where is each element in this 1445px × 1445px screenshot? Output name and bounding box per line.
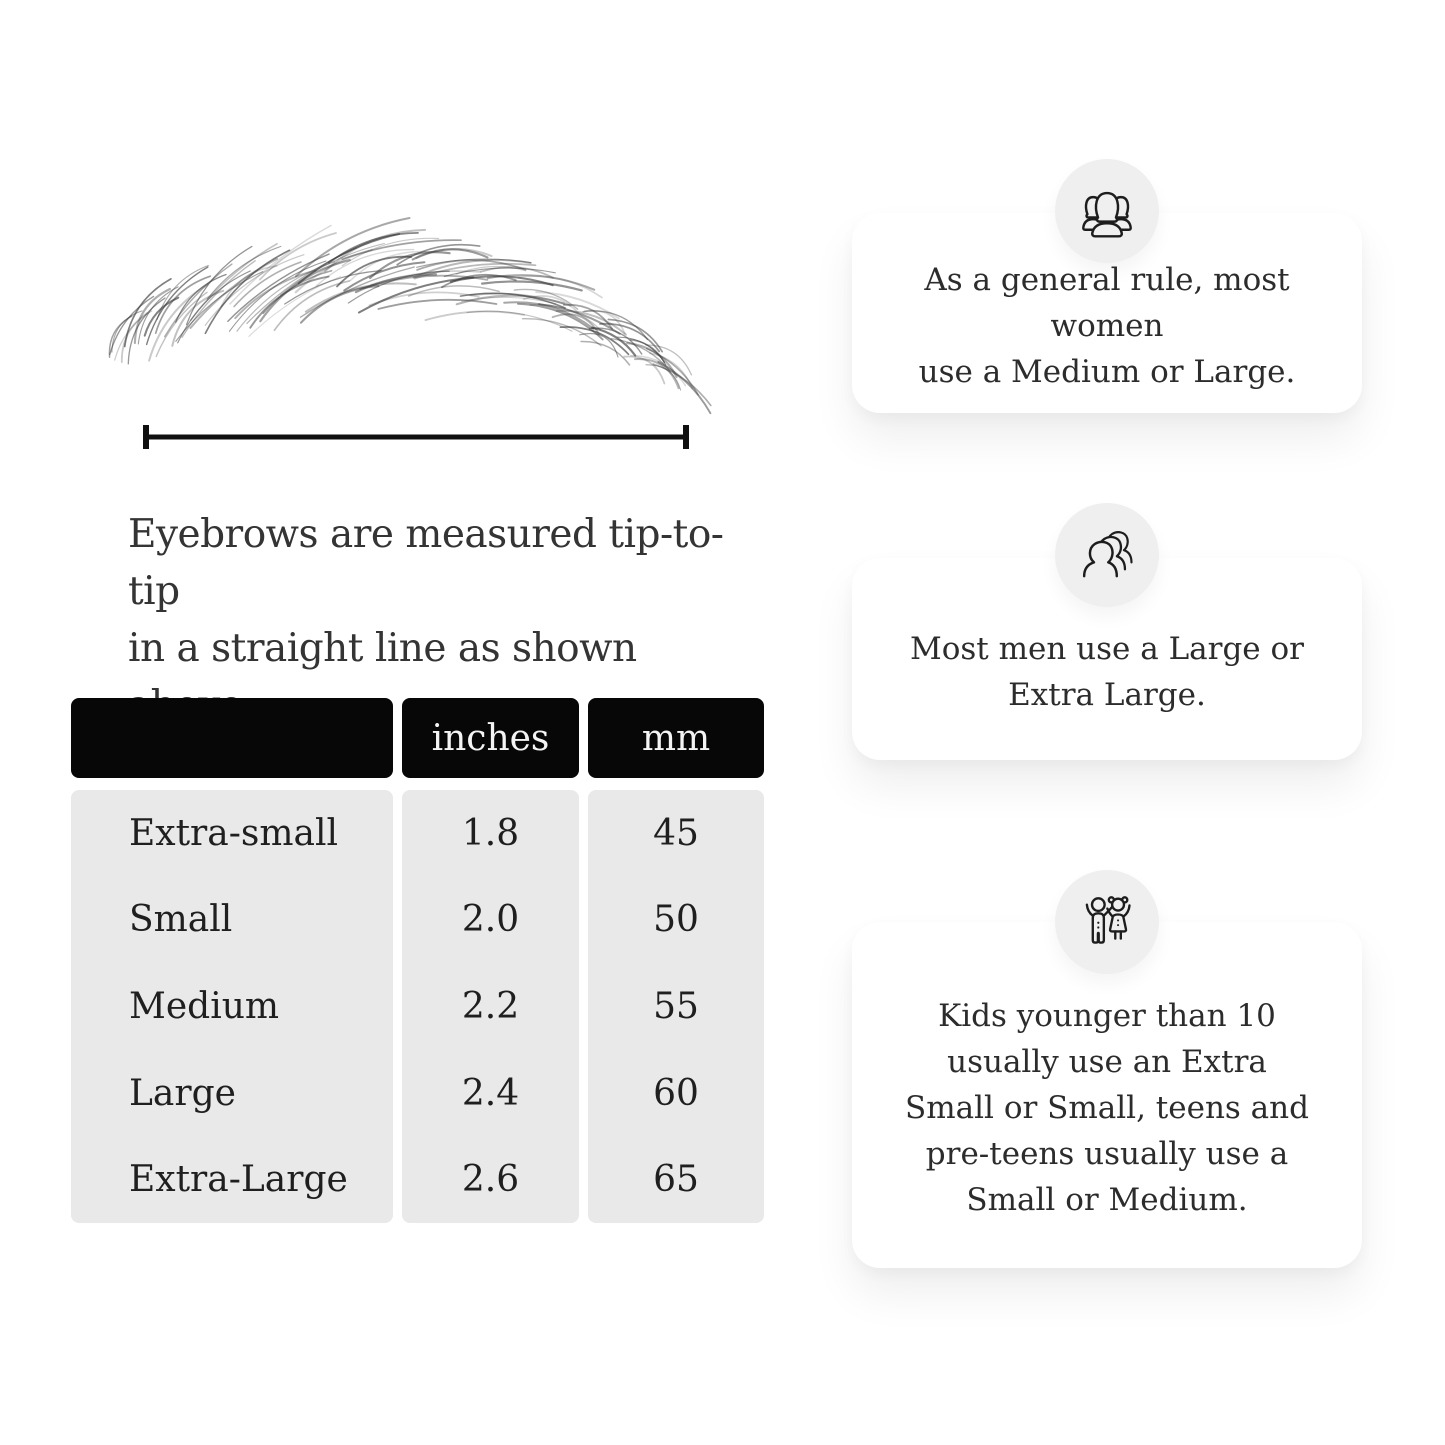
table-cell-mm: 60 (653, 1072, 699, 1114)
card-text: As a general rule, most women use a Medi… (880, 257, 1334, 395)
table-column-inches: 1.8 2.0 2.2 2.4 2.6 (402, 790, 579, 1223)
table-cell-inches: 1.8 (461, 812, 520, 854)
table-column-labels: Extra-small Small Medium Large Extra-Lar… (71, 790, 393, 1223)
card-text-line: Small or Small, teens and (905, 1090, 1309, 1126)
eyebrow-hairs (108, 216, 712, 415)
card-text-line: use a Medium or Large. (918, 354, 1296, 390)
info-card-kids: Kids younger than 10 usually use an Extr… (852, 922, 1362, 1268)
card-text-line: Most men use a Large or (909, 631, 1304, 667)
card-text: Kids younger than 10 usually use an Extr… (905, 993, 1309, 1223)
card-icon-circle (1055, 503, 1159, 607)
card-text-line: Kids younger than 10 (938, 998, 1276, 1034)
table-cell-mm: 55 (653, 985, 699, 1027)
table-cell-label: Extra-small (129, 812, 338, 854)
table-cell-label: Medium (129, 985, 280, 1027)
caption-line-1: Eyebrows are measured tip-to-tip (128, 512, 724, 614)
size-table: inches mm Extra-small Small Medium Large… (71, 698, 764, 1223)
table-cell-mm: 50 (653, 899, 699, 941)
men-group-icon (1082, 531, 1133, 578)
size-table-body: Extra-small Small Medium Large Extra-Lar… (71, 790, 764, 1223)
table-cell-inches: 2.0 (461, 899, 520, 941)
kids-icon (1085, 896, 1131, 944)
card-text: Most men use a Large or Extra Large. (910, 626, 1304, 718)
women-group-icon (1082, 191, 1132, 238)
table-cell-label: Extra-Large (129, 1159, 348, 1201)
card-text-line: Small or Medium. (966, 1182, 1248, 1218)
card-text-line: pre-teens usually use a (925, 1136, 1289, 1172)
table-cell-inches: 2.4 (461, 1072, 520, 1114)
table-cell-label: Large (129, 1072, 236, 1114)
table-cell-label: Small (129, 899, 233, 941)
table-cell-inches: 2.6 (461, 1159, 520, 1201)
table-cell-inches: 2.2 (461, 985, 520, 1027)
card-text-line: As a general rule, most women (924, 262, 1290, 344)
eyebrow-illustration (108, 216, 712, 415)
card-icon-circle (1055, 870, 1159, 974)
table-header-blank (71, 698, 393, 778)
card-text-line: Extra Large. (1008, 677, 1206, 713)
size-table-header: inches mm (71, 698, 764, 778)
measurement-line (143, 425, 689, 449)
table-column-mm: 45 50 55 60 65 (588, 790, 764, 1223)
card-text-line: usually use an Extra (947, 1044, 1267, 1080)
table-header-inches: inches (402, 698, 579, 778)
table-cell-mm: 65 (653, 1159, 699, 1201)
card-icon-circle (1055, 159, 1159, 263)
table-header-mm: mm (588, 698, 764, 778)
table-cell-mm: 45 (653, 812, 699, 854)
